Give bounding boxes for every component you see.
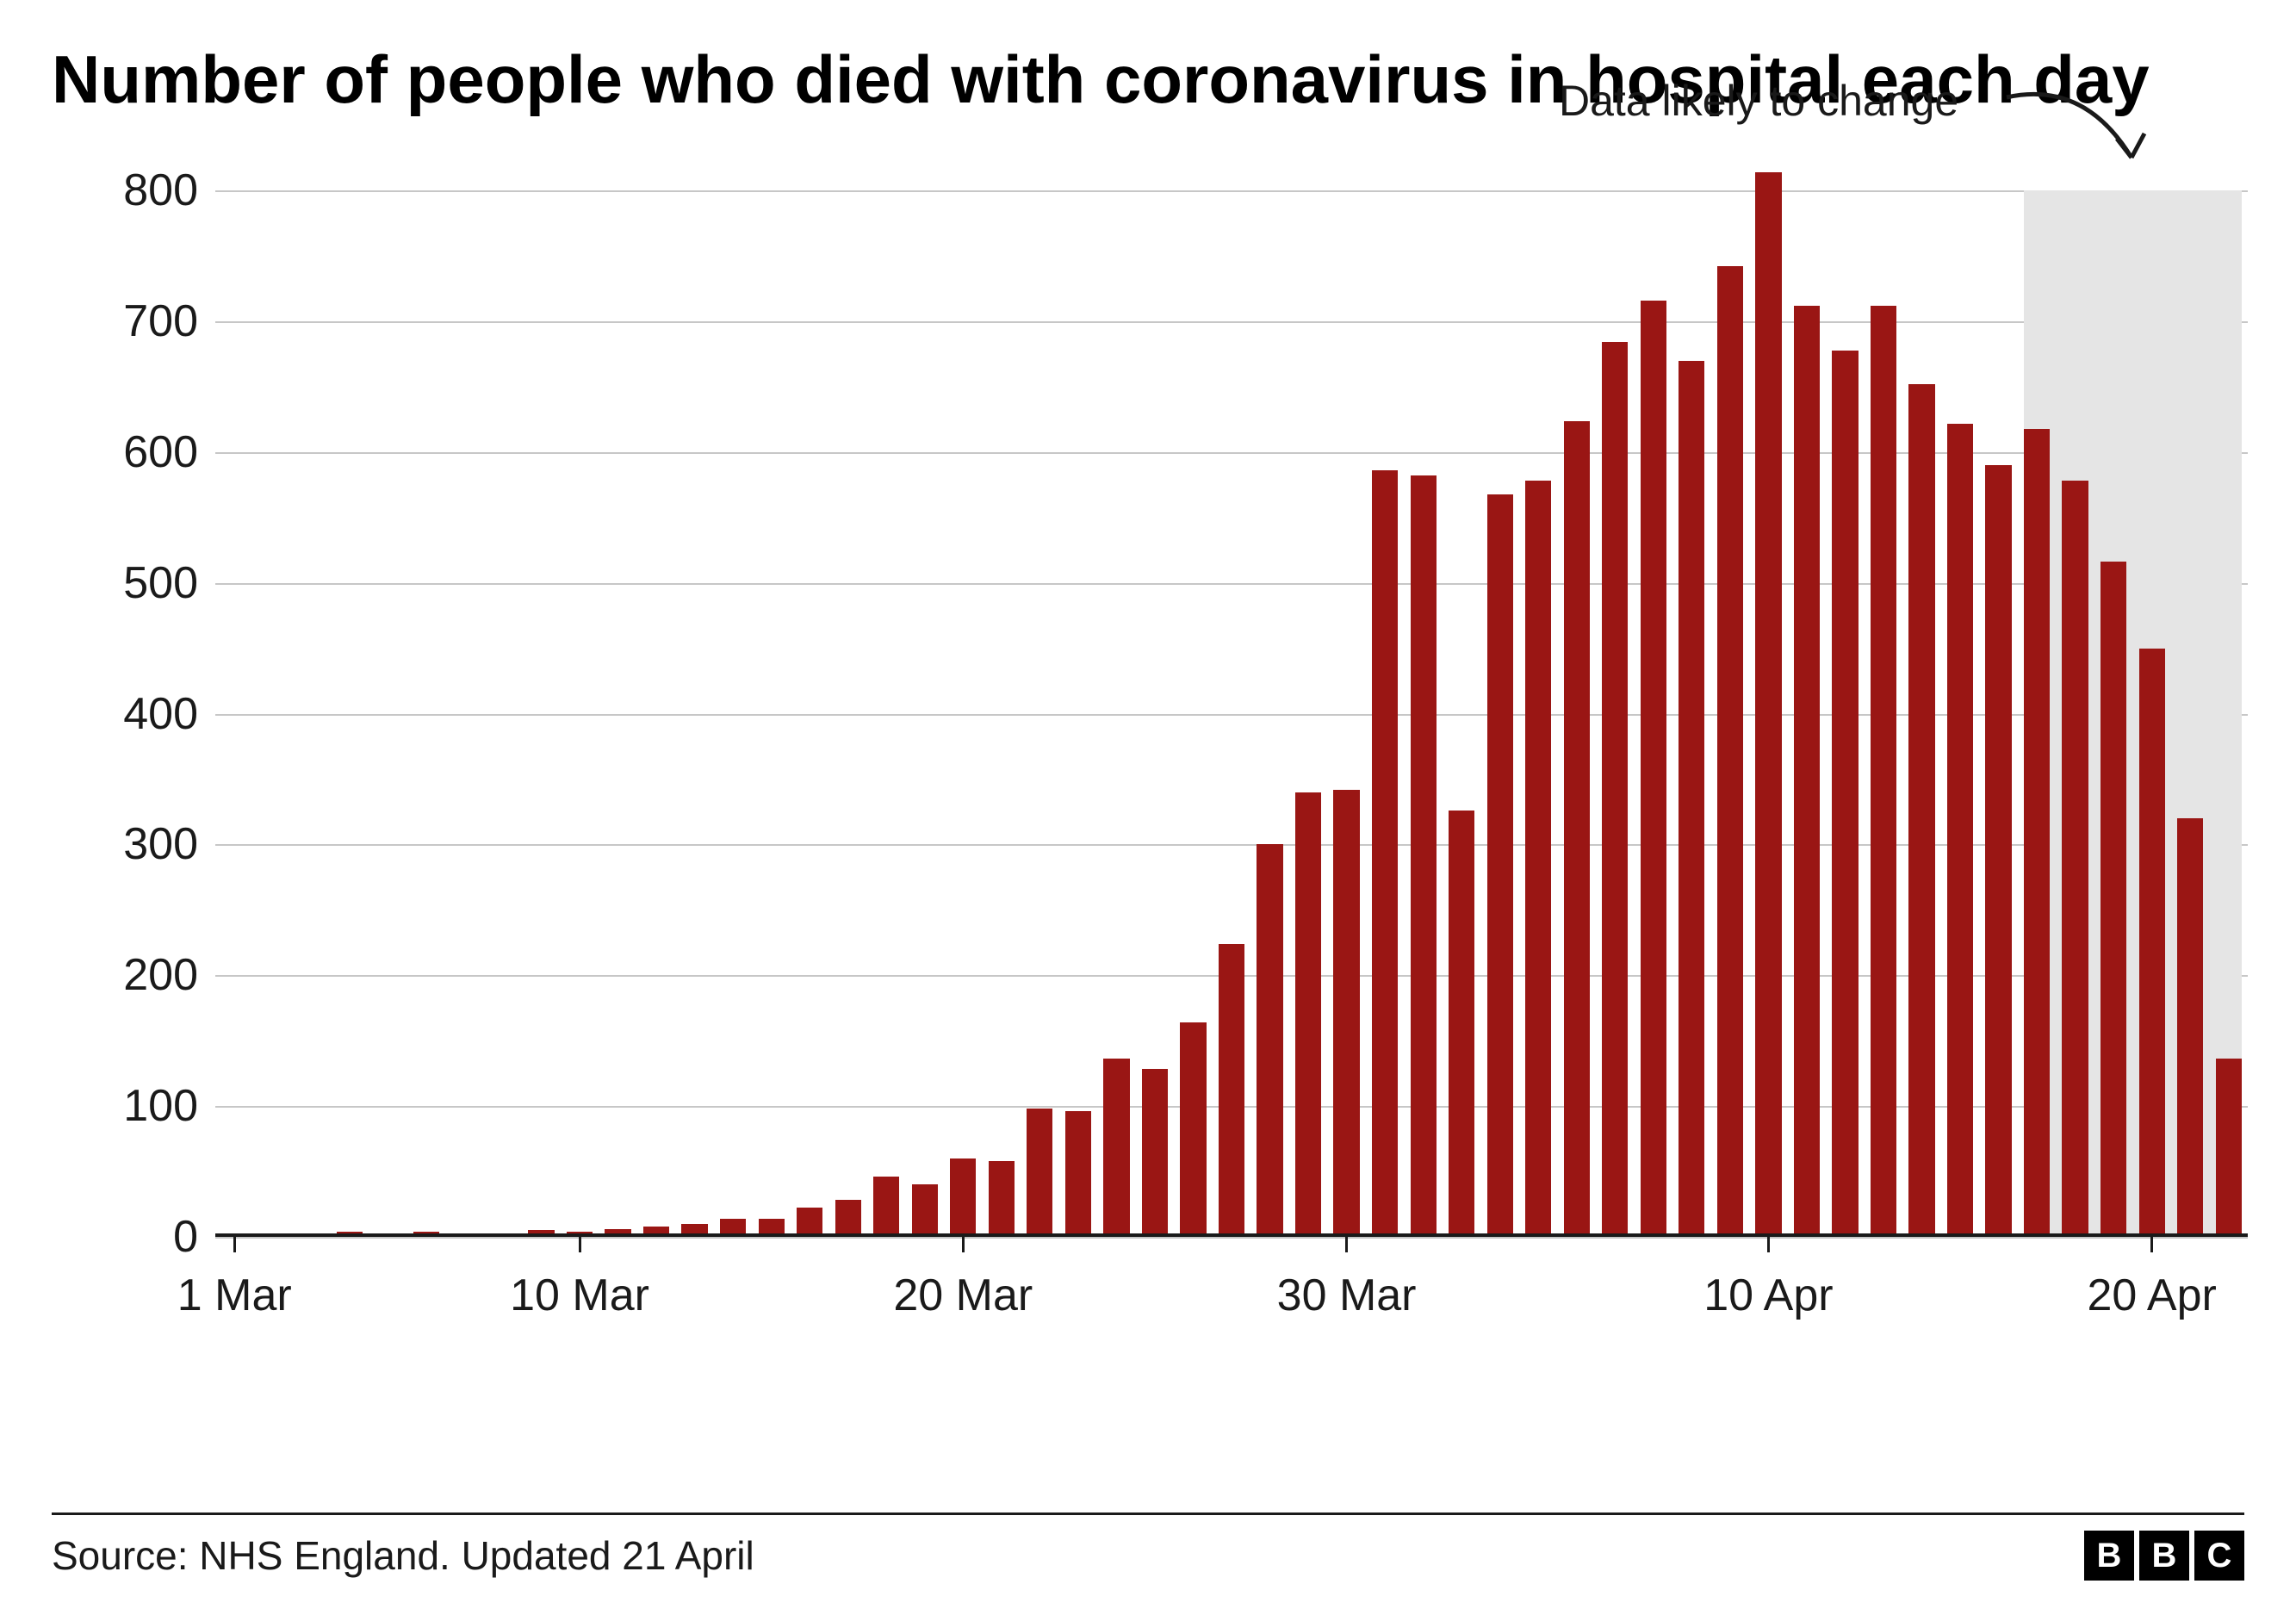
bar [873,1177,899,1237]
y-tick-label: 600 [123,426,215,478]
x-tick-label: 30 Mar [1277,1237,1417,1321]
bar [2139,649,2165,1237]
bar [1257,844,1282,1236]
chart-container: Number of people who died with coronavir… [0,0,2296,1615]
bar [797,1208,822,1236]
bar [2062,481,2088,1236]
bar [950,1158,976,1237]
bar [1641,301,1666,1237]
x-tick-label: 1 Mar [177,1237,292,1321]
bar [1794,306,1820,1237]
x-tick-label: 20 Mar [893,1237,1033,1321]
bar [1525,481,1551,1236]
chart-footer: Source: NHS England. Updated 21 April BB… [52,1513,2244,1581]
bar [1947,424,1973,1237]
bar [2216,1059,2242,1236]
gridline [215,714,2248,716]
plot-area: 01002003004005006007008001 Mar10 Mar20 M… [215,152,2248,1237]
y-tick-label: 300 [123,818,215,870]
bar [1372,470,1398,1237]
bbc-logo: BBC [2084,1531,2244,1581]
y-tick-label: 400 [123,688,215,740]
chart-wrapper: 01002003004005006007008001 Mar10 Mar20 M… [52,152,2244,1237]
bbc-logo-box: B [2139,1531,2189,1581]
bar [1411,475,1437,1237]
source-text: Source: NHS England. Updated 21 April [52,1532,754,1579]
bar [1679,361,1704,1237]
bar [1871,306,1896,1237]
bar [912,1184,938,1237]
y-tick-label: 800 [123,165,215,216]
bar [1487,494,1513,1237]
bar [2024,429,2050,1237]
bar [1755,172,1781,1237]
gridline [215,321,2248,323]
bar [2177,818,2203,1237]
x-tick-label: 10 Apr [1703,1237,1833,1321]
bar [835,1200,861,1237]
y-tick-label: 700 [123,295,215,347]
bar [1333,790,1359,1237]
bar [2101,562,2126,1236]
bar [1564,421,1590,1237]
bar [1142,1069,1168,1236]
y-tick-label: 500 [123,557,215,609]
bar [1717,266,1743,1236]
bbc-logo-box: C [2194,1531,2244,1581]
annotation-arrow-icon [1998,71,2170,192]
bar [1908,384,1934,1237]
gridline [215,583,2248,585]
bbc-logo-box: B [2084,1531,2134,1581]
bar [1219,944,1244,1237]
bar [1295,792,1321,1237]
bar [1602,342,1628,1236]
gridline [215,190,2248,192]
x-tick-label: 10 Mar [510,1237,649,1321]
bar [1027,1109,1052,1237]
x-tick-label: 20 Apr [2088,1237,2217,1321]
bar [989,1161,1015,1237]
y-tick-label: 200 [123,949,215,1001]
bar [1103,1059,1129,1236]
annotation-label: Data likely to change [1559,76,1958,126]
chart-area: 01002003004005006007008001 Mar10 Mar20 M… [52,152,2244,1237]
gridline [215,452,2248,454]
bar [1832,351,1858,1237]
y-tick-label: 100 [123,1080,215,1132]
shaded-region [2024,190,2242,1236]
gridline [215,844,2248,846]
bar [1180,1022,1206,1237]
bar [1065,1111,1091,1237]
bar [1449,811,1474,1237]
bar [1985,465,2011,1237]
